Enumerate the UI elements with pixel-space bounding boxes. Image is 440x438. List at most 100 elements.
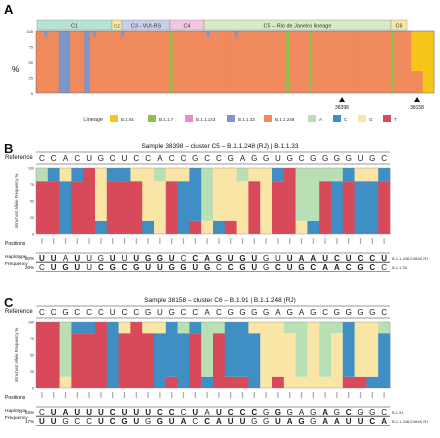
sample-bar [237, 31, 241, 93]
allele-bar-G [319, 376, 332, 388]
reference-base: A [63, 154, 69, 163]
haplotype-frequency: 83% [25, 410, 34, 415]
sample-bar [107, 31, 111, 93]
haplotype-base: C [157, 408, 163, 417]
reference-base: G [346, 154, 352, 163]
sample-bar [425, 31, 429, 93]
sample-bar [112, 31, 116, 93]
sample-bar [351, 31, 355, 93]
sample-bar [368, 31, 372, 93]
allele-bar-G [154, 181, 167, 234]
y-tick-label: 75 [30, 183, 34, 187]
allele-bar-C [378, 168, 391, 182]
haplotype-base: A [381, 417, 387, 426]
allele-bar-C [342, 168, 355, 182]
haplotype-base: C [86, 417, 92, 426]
sample-bar [337, 31, 341, 93]
allele-bar-T [283, 168, 296, 234]
sample-bar [257, 31, 261, 93]
reference-base: G [239, 308, 245, 317]
haplotype-base: G [369, 408, 375, 417]
sample-bar [286, 31, 290, 93]
sample-bar [121, 31, 125, 93]
sample-bar [414, 31, 418, 93]
allele-bar-C [331, 181, 344, 234]
haplotype-base: C [381, 263, 387, 272]
sample-bar [104, 31, 108, 93]
legend-swatch [148, 115, 156, 122]
allele-bar-T [342, 181, 355, 234]
haplotype-base: G [216, 254, 222, 263]
sample-bar [61, 31, 65, 93]
sample-bar [129, 31, 133, 93]
haplotype-base: A [204, 408, 210, 417]
allele-bar-T [319, 181, 332, 234]
legend-label: B.1.1.248 [275, 117, 295, 122]
haplotype-base: G [251, 417, 257, 426]
haplotype-base: U [145, 263, 151, 272]
haplotype-base: G [287, 408, 293, 417]
haplotype-base: G [263, 417, 269, 426]
haplotype-base: C [122, 263, 128, 272]
sample-bar [58, 31, 62, 93]
cluster-label: C1 [71, 24, 78, 30]
sample-bar [345, 31, 349, 93]
panel-a-frame [35, 30, 435, 94]
sample-bar [189, 31, 193, 93]
panel-a: A % 100 75 50 25 0 C1 C2 C3 - VUI-RS C4 C5 – Rio… [4, 2, 435, 123]
sample-bar [320, 31, 324, 93]
sample-bar [283, 31, 287, 93]
sample-bar [243, 31, 247, 93]
haplotype-base: U [86, 263, 92, 272]
sample-bar [343, 31, 347, 93]
haplotype-base: A [216, 417, 222, 426]
reference-base: G [322, 154, 328, 163]
allele-bar-T [342, 376, 355, 388]
reference-base: G [287, 154, 293, 163]
sample-bar [314, 31, 318, 93]
sample-bar [36, 31, 40, 93]
sample-bar [41, 31, 45, 93]
sample-bar [348, 31, 352, 93]
panel-b: B Sample 38398 – cluster C5 – B.1.1.248 (… [4, 141, 428, 272]
sample-bar [192, 31, 196, 93]
sample-bar-segment [416, 71, 421, 93]
positions-label: Positions [5, 241, 26, 247]
reference-base: G [263, 154, 269, 163]
cluster-label: C5 – Rio de Janeiro lineage [264, 24, 332, 30]
panel-a-ylabel: % [12, 65, 19, 74]
reference-base: C [204, 154, 210, 163]
bars-frame [35, 321, 391, 389]
sample-bar [357, 31, 361, 93]
allele-bar-C [378, 333, 391, 388]
allele-bar-C [83, 322, 96, 334]
haplotype-lineage-label: B.1.1.248 E484K RJ [392, 419, 428, 424]
allele-bar-T [236, 376, 249, 388]
allele-bar-T [165, 181, 178, 234]
reference-base: C [192, 308, 198, 317]
allele-bar-G [248, 322, 261, 334]
haplotype-base: A [334, 417, 340, 426]
haplotype-frequency: 80% [25, 256, 34, 261]
sample-bar [144, 31, 148, 93]
haplotype-base: G [357, 408, 363, 417]
haplotype-base: C [192, 254, 198, 263]
haplotype-lineage-label: B.1.1.248 E484K RJ [392, 256, 428, 261]
marker-label: 38398 [335, 105, 349, 111]
allele-bar-T [83, 333, 96, 388]
sample-bar [84, 31, 88, 93]
haplotype-base: U [51, 417, 57, 426]
haplotype-base: U [110, 254, 116, 263]
allele-bar-C [95, 220, 108, 234]
sample-bar [115, 31, 119, 93]
haplotype-base: A [334, 263, 340, 272]
haplotype-base: U [86, 408, 92, 417]
sample-bar [183, 31, 187, 93]
haplotype-base: U [169, 417, 175, 426]
reference-base: C [110, 154, 116, 163]
sample-bar-segment [92, 31, 96, 37]
sample-bar [274, 31, 278, 93]
legend-label: B.1.91 [121, 117, 135, 122]
reference-base: C [299, 154, 305, 163]
haplotype-base: U [251, 254, 257, 263]
